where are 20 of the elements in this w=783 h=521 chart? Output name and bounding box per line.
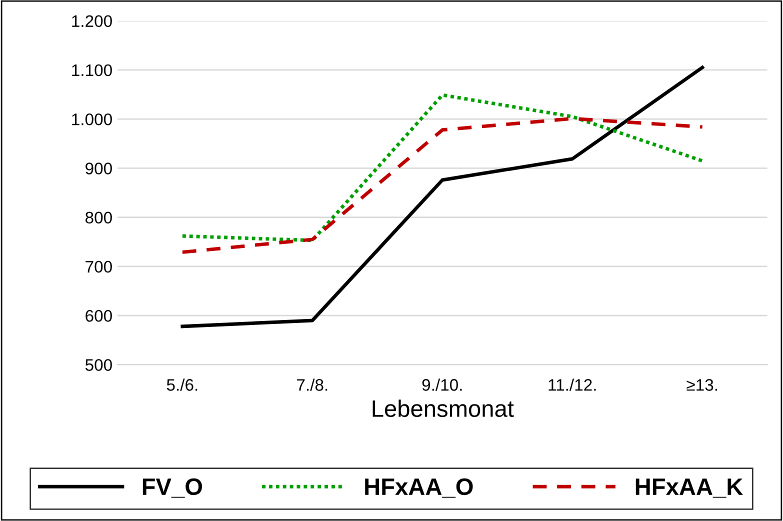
line-series <box>180 93 704 242</box>
x-axis-title: Lebensmonat <box>372 400 514 418</box>
y-tick-label: 600 <box>86 310 112 322</box>
x-tick-label: 11./12. <box>548 378 596 391</box>
y-tick-label: 900 <box>86 162 112 174</box>
x-tick-label: 5./6. <box>166 378 198 391</box>
y-tick-label: 1.200 <box>72 15 112 28</box>
legend-label: FV_O <box>142 478 202 498</box>
y-tick-label: 1.100 <box>72 64 112 76</box>
x-tick-label: 7./8. <box>297 378 328 391</box>
y-tick-label: 500 <box>85 359 112 371</box>
y-tick-label: 800 <box>86 212 112 224</box>
legend-label: HFxAA_K <box>636 478 743 498</box>
line-series <box>180 66 704 328</box>
y-tick-label: 700 <box>86 260 112 273</box>
y-tick-label: 1.000 <box>72 113 112 126</box>
x-tick-label: 9./10. <box>422 378 462 391</box>
legend-label: HFxAA_O <box>365 478 473 498</box>
x-tick-label: ≥13. <box>686 379 717 391</box>
line-series <box>180 116 704 254</box>
